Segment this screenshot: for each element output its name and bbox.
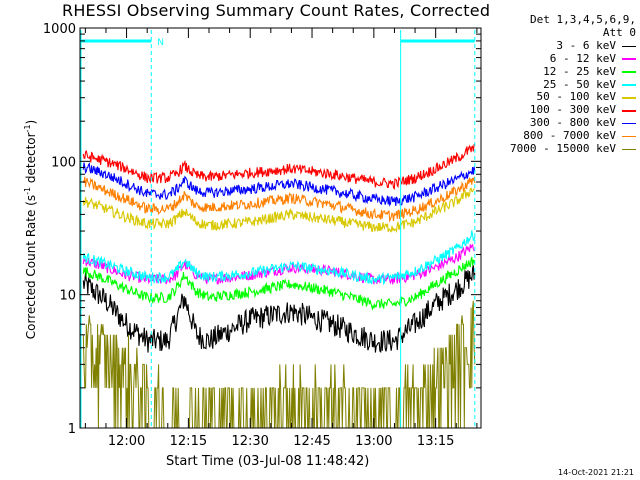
plot-frame — [79, 27, 482, 429]
legend-entry: 800 - 7000 keV — [510, 129, 636, 143]
night-marker-label: N — [157, 38, 164, 48]
legend-entry: 100 - 300 keV — [510, 103, 636, 117]
y-tick-label: 1 — [68, 422, 76, 437]
legend-swatch — [622, 71, 636, 73]
legend-swatch — [622, 122, 636, 125]
legend-swatch — [622, 45, 636, 48]
y-axis-label: Corrected Count Rate (s-1 detector-1) — [23, 120, 38, 339]
x-tick-label: 13:15 — [417, 434, 454, 449]
y-axis-label-mid: detector — [23, 132, 38, 187]
y-axis-label-main: Corrected Count Rate (s — [23, 194, 38, 340]
series-line — [82, 187, 476, 234]
legend-entry: 6 - 12 keV — [510, 51, 636, 66]
legend-entry-label: 800 - 7000 keV — [523, 129, 616, 143]
timestamp-footer: 14-Oct-2021 21:21 — [558, 468, 634, 477]
legend-entry: 12 - 25 keV — [510, 64, 636, 79]
legend-swatch — [622, 84, 636, 86]
series-line — [82, 162, 476, 207]
legend-entry: 25 - 50 keV — [510, 77, 636, 92]
series-line — [82, 230, 476, 286]
legend-swatch — [622, 110, 636, 112]
x-tick-label: 12:00 — [108, 434, 145, 449]
legend-header-attenuator: Att 0 — [602, 25, 636, 39]
chart-title: RHESSI Observing Summary Count Rates, Co… — [62, 1, 491, 20]
x-tick-label: 12:30 — [231, 434, 268, 449]
legend-swatch — [622, 58, 636, 60]
series-line — [82, 256, 476, 311]
legend-entry-label: 25 - 50 keV — [543, 77, 616, 91]
legend-entries: 3 - 6 keV 6 - 12 keV 12 - 25 keV 25 - 50 ke… — [510, 38, 636, 156]
legend-entry: 300 - 800 keV — [510, 116, 636, 130]
legend-entry-label: 6 - 12 keV — [549, 51, 616, 65]
legend: Det 1,3,4,5,6,9, Att 0 3 - 6 keV 6 - 12 k… — [510, 13, 636, 156]
axes-layer: 1 10 100 1000 12:00 12:15 12:30 12:45 13:00 13:15 — [43, 22, 482, 449]
y-tick-label: 1000 — [43, 22, 76, 37]
legend-entry-label: 100 - 300 keV — [529, 103, 616, 117]
legend-header-detectors: Det 1,3,4,5,6,9, — [530, 13, 636, 26]
legend-entry: 7000 - 15000 keV — [510, 142, 636, 156]
legend-entry: 3 - 6 keV — [510, 38, 636, 53]
legend-swatch — [622, 148, 636, 151]
legend-swatch — [622, 97, 636, 99]
night-layer: N — [80, 30, 476, 428]
y-axis-label-end: ) — [23, 119, 38, 125]
legend-entry-label: 12 - 25 keV — [543, 64, 616, 78]
legend-entry-label: 3 - 6 keV — [556, 38, 616, 52]
legend-entry-label: 50 - 100 keV — [536, 90, 616, 104]
x-tick-label: 13:00 — [355, 434, 392, 449]
legend-entry-label: 300 - 800 keV — [529, 116, 616, 130]
legend-entry-label: 7000 - 15000 keV — [510, 142, 616, 156]
y-axis-label-sup2: -1 — [22, 124, 32, 133]
y-axis-label-sup1: -1 — [22, 186, 32, 195]
legend-entry: 50 - 100 keV — [510, 91, 636, 104]
x-axis-label: Start Time (03-Jul-08 11:48:42) — [166, 454, 370, 469]
series-line — [82, 265, 476, 353]
x-tick-label: 12:15 — [170, 434, 207, 449]
legend-swatch — [622, 135, 636, 138]
y-tick-label: 10 — [59, 289, 76, 304]
x-tick-label: 12:45 — [293, 434, 330, 449]
y-tick-label: 100 — [51, 155, 76, 170]
series-line — [82, 143, 476, 191]
series-line — [82, 175, 476, 223]
series-layer — [82, 143, 476, 429]
